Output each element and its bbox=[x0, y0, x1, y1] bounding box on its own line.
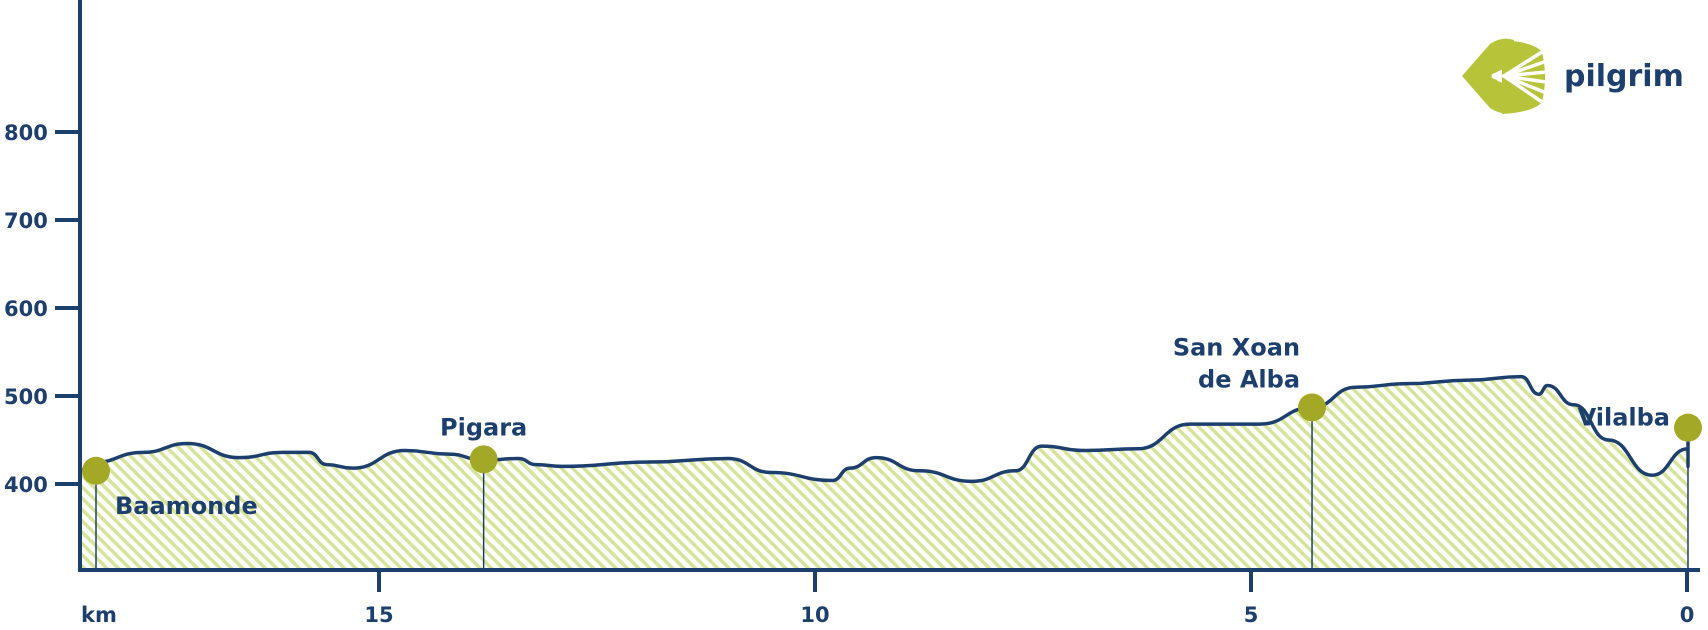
town-marker: Baamonde bbox=[82, 456, 258, 568]
elevation-area bbox=[80, 376, 1688, 570]
y-tick-label: 500 bbox=[4, 385, 48, 409]
town-marker-dot bbox=[1674, 413, 1702, 442]
town-marker-dot bbox=[82, 456, 110, 485]
town-label-line: de Alba bbox=[1198, 365, 1300, 393]
town-label-line: San Xoan bbox=[1173, 333, 1300, 361]
scallop-shell-icon bbox=[1462, 38, 1548, 114]
town-label-line: Vilalba bbox=[1578, 404, 1670, 432]
pilgrim-logo: pilgrim bbox=[1462, 38, 1684, 114]
town-marker: Pigara bbox=[440, 413, 527, 568]
town-label: San Xoan de Alba bbox=[1173, 333, 1300, 393]
town-marker: San Xoan de Alba bbox=[1173, 333, 1327, 568]
x-tick-label: 0 bbox=[1680, 603, 1695, 627]
logo-text: pilgrim bbox=[1564, 59, 1684, 94]
y-tick-label: 400 bbox=[4, 473, 48, 497]
axes: 400 500 600 700 800 15 10 5 0 km bbox=[4, 0, 1700, 627]
x-tick-label: 5 bbox=[1244, 603, 1259, 627]
x-tick-label: 10 bbox=[800, 603, 829, 627]
elevation-line bbox=[78, 374, 1690, 484]
town-marker-dot bbox=[469, 445, 498, 474]
y-tick-label: 600 bbox=[4, 297, 48, 321]
town-label: Vilalba bbox=[1578, 404, 1670, 432]
town-marker: Vilalba bbox=[1578, 404, 1702, 568]
town-label: Baamonde bbox=[115, 492, 258, 520]
y-tick-label: 800 bbox=[4, 121, 48, 145]
town-markers: Baamonde Pigara San Xoan de Alba Vilalba bbox=[82, 333, 1702, 568]
y-tick-label: 700 bbox=[4, 209, 48, 233]
elevation-area-layer bbox=[78, 374, 1690, 570]
town-label-line: Baamonde bbox=[115, 492, 258, 520]
x-tick-label: 15 bbox=[364, 603, 393, 627]
x-axis-unit-label: km bbox=[81, 603, 117, 627]
town-label: Pigara bbox=[440, 413, 527, 441]
town-marker-dot bbox=[1298, 393, 1327, 422]
town-label-line: Pigara bbox=[440, 413, 527, 441]
